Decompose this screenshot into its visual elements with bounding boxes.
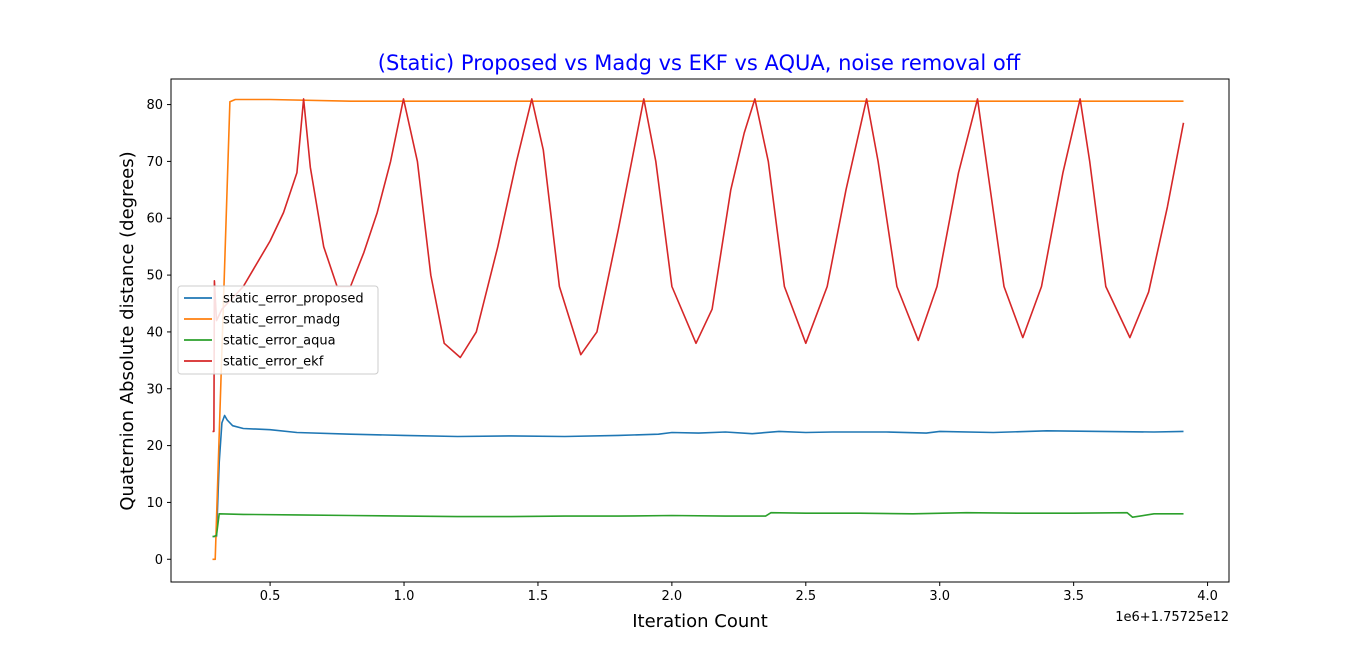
x-axis-offset-label: 1e6+1.75725e12 (1115, 610, 1229, 625)
x-axis-title: Iteration Count (632, 611, 768, 632)
chart-title: (Static) Proposed vs Madg vs EKF vs AQUA… (378, 51, 1021, 75)
y-tick-label: 0 (155, 553, 163, 568)
legend-box (177, 285, 379, 375)
y-axis-ticks: 0 10 20 30 40 50 60 70 80 (146, 98, 171, 568)
y-tick-label: 30 (146, 382, 163, 397)
y-tick-label: 60 (146, 212, 163, 227)
x-tick-label: 2.0 (662, 589, 683, 604)
x-tick-label: 3.5 (1063, 589, 1084, 604)
series-line-static-error-aqua (212, 511, 1184, 538)
x-tick-label: 1.5 (528, 589, 549, 604)
legend-label-static-error-proposed: static_error_proposed (223, 292, 364, 307)
y-tick-label: 20 (146, 439, 163, 454)
y-tick-label: 50 (146, 269, 163, 284)
x-tick-label: 2.5 (795, 589, 816, 604)
legend-label-static-error-madg: static_error_madg (223, 313, 340, 328)
x-tick-label: 0.5 (260, 589, 281, 604)
x-tick-label: 3.0 (929, 589, 950, 604)
plot-frame (170, 78, 1230, 583)
x-axis-ticks: 0.5 1.0 1.5 2.0 2.5 3.0 3.5 4.0 (260, 582, 1218, 604)
x-tick-label: 4.0 (1197, 589, 1218, 604)
legend: static_error_proposed static_error_madgst… (177, 285, 379, 375)
y-axis-title: Quaternion Absolute distance (degrees) (117, 151, 138, 510)
legend-label-static-error-ekf: static_error_ekf (223, 355, 324, 370)
legend-label-static-error-aqua: static_error_aqua (223, 334, 336, 349)
y-tick-label: 80 (146, 98, 163, 113)
x-tick-label: 1.0 (394, 589, 415, 604)
y-tick-label: 40 (146, 325, 163, 340)
y-tick-label: 70 (146, 155, 163, 170)
y-tick-label: 10 (146, 496, 163, 511)
series-line-static-error-ekf (212, 98, 1185, 433)
plot-lines (212, 98, 1185, 561)
series-line-static-error-proposed (212, 414, 1184, 538)
